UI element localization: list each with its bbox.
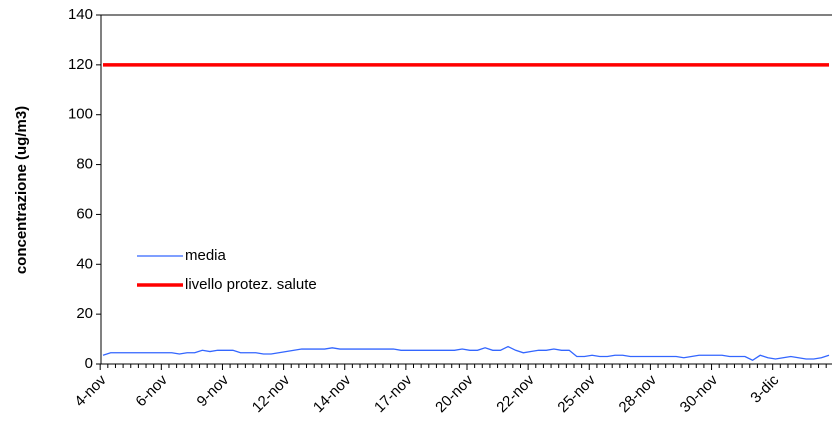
x-tick-label: 30-nov [677, 371, 722, 416]
y-tick-label: 120 [68, 56, 93, 73]
y-tick-label: 140 [68, 6, 93, 23]
x-tick-label: 6-nov [132, 371, 171, 410]
y-tick-label: 80 [76, 156, 93, 173]
x-tick-label: 14-nov [310, 371, 355, 416]
legend-label: livello protez. salute [185, 276, 317, 293]
x-tick-label: 12-nov [249, 371, 294, 416]
x-tick-label: 28-nov [616, 371, 661, 416]
x-tick-label: 4-nov [71, 371, 110, 410]
x-tick-label: 3-dic [747, 371, 782, 406]
y-tick-label: 20 [76, 305, 93, 322]
y-tick-label: 100 [68, 106, 93, 123]
line-series [102, 345, 830, 362]
x-tick-label: 22-nov [493, 371, 538, 416]
legend-label: media [185, 247, 227, 264]
y-tick-label: 60 [76, 205, 93, 222]
y-axis-label: concentrazione (ug/m3) [13, 106, 30, 274]
x-tick-label: 9-nov [194, 371, 233, 410]
x-tick-label: 17-nov [371, 371, 416, 416]
y-tick-label: 40 [76, 255, 93, 272]
x-tick-label: 25-nov [554, 371, 599, 416]
y-tick-label: 0 [85, 355, 93, 372]
x-tick-label: 20-nov [432, 371, 477, 416]
